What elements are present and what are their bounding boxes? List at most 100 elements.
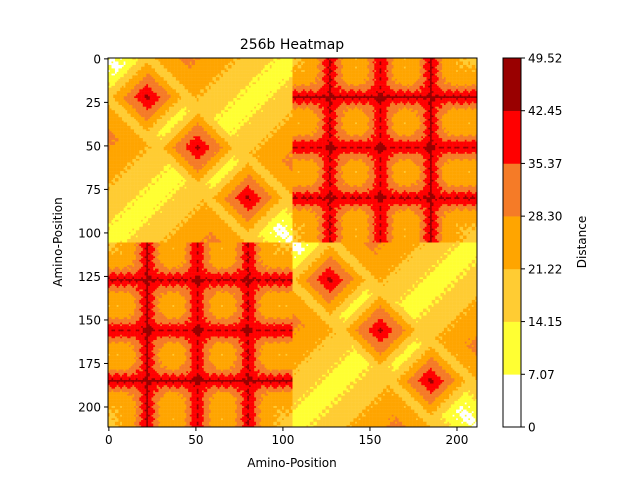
heatmap-cell [117, 72, 119, 74]
heatmap-cell [284, 74, 286, 76]
heatmap-cell [252, 82, 254, 84]
heatmap-cell [388, 77, 390, 79]
heatmap-cell [207, 79, 209, 81]
heatmap-cell [367, 63, 369, 65]
heatmap-cell [386, 67, 388, 69]
heatmap-cell [433, 82, 435, 84]
heatmap-cell [317, 75, 319, 77]
heatmap-cell [339, 65, 341, 67]
heatmap-cell [388, 74, 390, 76]
heatmap-cell [110, 75, 112, 77]
heatmap-cell [341, 75, 343, 77]
heatmap-cell [165, 81, 167, 83]
heatmap-cell [293, 84, 295, 86]
heatmap-cell [472, 77, 474, 79]
heatmap-cell [324, 61, 326, 63]
heatmap-cell [124, 67, 126, 69]
heatmap-cell [214, 79, 216, 81]
heatmap-cell [115, 84, 117, 86]
heatmap-cell [346, 67, 348, 69]
heatmap-cell [120, 60, 122, 62]
heatmap-cell [185, 79, 187, 81]
heatmap-cell [131, 88, 133, 90]
heatmap-cell [392, 65, 394, 67]
heatmap-cell [125, 65, 127, 67]
heatmap-cell [381, 68, 383, 70]
heatmap-cell [162, 67, 164, 69]
heatmap-cell [249, 84, 251, 86]
heatmap-cell [202, 84, 204, 86]
heatmap-cell [430, 74, 432, 76]
heatmap-cell [263, 82, 265, 84]
heatmap-cell [286, 68, 288, 70]
heatmap-cell [357, 61, 359, 63]
heatmap-cell [240, 77, 242, 79]
heatmap-cell [294, 74, 296, 76]
heatmap-cell [230, 70, 232, 72]
heatmap-cell [176, 88, 178, 90]
heatmap-cell [192, 84, 194, 86]
heatmap-cell [124, 63, 126, 65]
heatmap-cell [373, 81, 375, 83]
heatmap-cell [181, 86, 183, 88]
heatmap-cell [183, 70, 185, 72]
heatmap-cell [141, 86, 143, 88]
heatmap-cell [359, 86, 361, 88]
heatmap-cell [232, 65, 234, 67]
heatmap-cell [414, 77, 416, 79]
heatmap-cell [181, 84, 183, 86]
heatmap-cell [223, 61, 225, 63]
heatmap-cell [205, 60, 207, 62]
heatmap-cell [402, 70, 404, 72]
heatmap-cell [348, 81, 350, 83]
heatmap-cell [197, 65, 199, 67]
heatmap-cell [435, 81, 437, 83]
heatmap-cell [115, 61, 117, 63]
heatmap-cell [294, 72, 296, 74]
heatmap-cell [242, 77, 244, 79]
heatmap-cell [341, 82, 343, 84]
heatmap-cell [131, 70, 133, 72]
heatmap-cell [202, 79, 204, 81]
heatmap-cell [298, 77, 300, 79]
heatmap-cell [425, 84, 427, 86]
heatmap-cell [237, 75, 239, 77]
heatmap-cell [451, 63, 453, 65]
heatmap-cell [326, 63, 328, 65]
heatmap-cell [446, 70, 448, 72]
heatmap-cell [474, 84, 476, 86]
heatmap-cell [280, 60, 282, 62]
heatmap-cell [427, 68, 429, 70]
heatmap-cell [305, 75, 307, 77]
heatmap-cell [289, 75, 291, 77]
heatmap-cell [221, 77, 223, 79]
heatmap-cell [319, 79, 321, 81]
heatmap-cell [430, 81, 432, 83]
heatmap-cell [454, 61, 456, 63]
heatmap-cell [395, 75, 397, 77]
heatmap-cell [322, 67, 324, 69]
heatmap-cell [110, 86, 112, 88]
heatmap-cell [327, 81, 329, 83]
heatmap-cell [326, 68, 328, 70]
heatmap-cell [113, 77, 115, 79]
heatmap-cell [315, 61, 317, 63]
heatmap-cell [160, 84, 162, 86]
heatmap-cell [118, 81, 120, 83]
heatmap-cell [451, 82, 453, 84]
heatmap-cell [427, 74, 429, 76]
heatmap-cell [404, 84, 406, 86]
heatmap-cell [272, 70, 274, 72]
heatmap-cell [233, 63, 235, 65]
heatmap-cell [427, 60, 429, 62]
heatmap-cell [360, 79, 362, 81]
heatmap-cell [397, 65, 399, 67]
heatmap-cell [216, 74, 218, 76]
heatmap-cell [404, 70, 406, 72]
heatmap-cell [333, 81, 335, 83]
heatmap-cell [148, 67, 150, 69]
heatmap-cell [310, 75, 312, 77]
heatmap-cell [397, 61, 399, 63]
heatmap-cell [259, 60, 261, 62]
heatmap-cell [158, 68, 160, 70]
